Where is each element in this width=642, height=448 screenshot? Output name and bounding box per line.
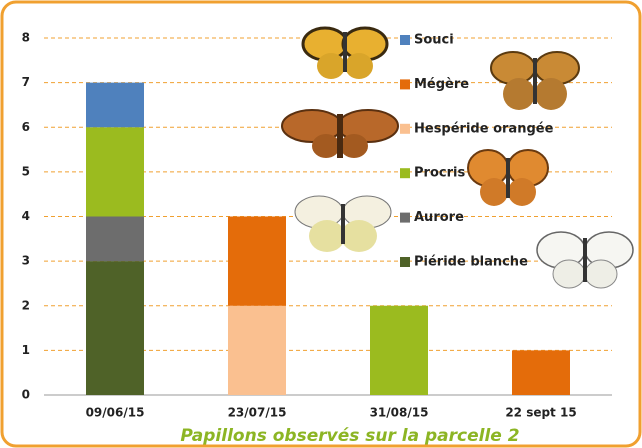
bar-segment (86, 127, 144, 216)
chart-title: Papillons observés sur la parcelle 2 (180, 426, 519, 446)
legend-swatch (400, 79, 410, 89)
x-tick-label: 31/08/15 (370, 406, 429, 420)
legend-swatch (400, 35, 410, 45)
y-tick-label: 5 (22, 164, 30, 178)
y-tick-label: 3 (22, 254, 30, 268)
legend-label: Mégère (414, 77, 469, 92)
legend-label: Piéride blanche (414, 255, 528, 270)
bar-segment (228, 217, 286, 306)
legend-label: Aurore (414, 210, 464, 225)
bar-segment (86, 217, 144, 262)
bar-segment (86, 83, 144, 128)
x-tick-label: 09/06/15 (86, 406, 145, 420)
legend-label: Souci (414, 33, 454, 48)
y-tick-label: 8 (22, 31, 30, 45)
legend-swatch (400, 213, 410, 223)
legend-swatch (400, 257, 410, 267)
y-tick-label: 4 (22, 209, 30, 223)
y-tick-label: 7 (22, 75, 30, 89)
bar-segment (512, 350, 570, 395)
legend-swatch (400, 124, 410, 134)
x-tick-label: 22 sept 15 (505, 406, 576, 420)
bar-segment (228, 306, 286, 395)
x-tick-label: 23/07/15 (228, 406, 287, 420)
y-tick-label: 2 (22, 298, 30, 312)
y-tick-label: 0 (22, 388, 30, 402)
legend-label: Procris (414, 166, 465, 181)
y-tick-label: 1 (22, 343, 30, 357)
legend-label: Hespéride orangée (414, 121, 554, 136)
bar-segment (86, 261, 144, 395)
bar-segment (370, 306, 428, 395)
y-tick-label: 6 (22, 120, 30, 134)
chart: 0 1 2 3 4 5 6 7 8 09/06/15 23/07/15 31/08/15 22 sept… (0, 0, 642, 448)
legend-swatch (400, 168, 410, 178)
